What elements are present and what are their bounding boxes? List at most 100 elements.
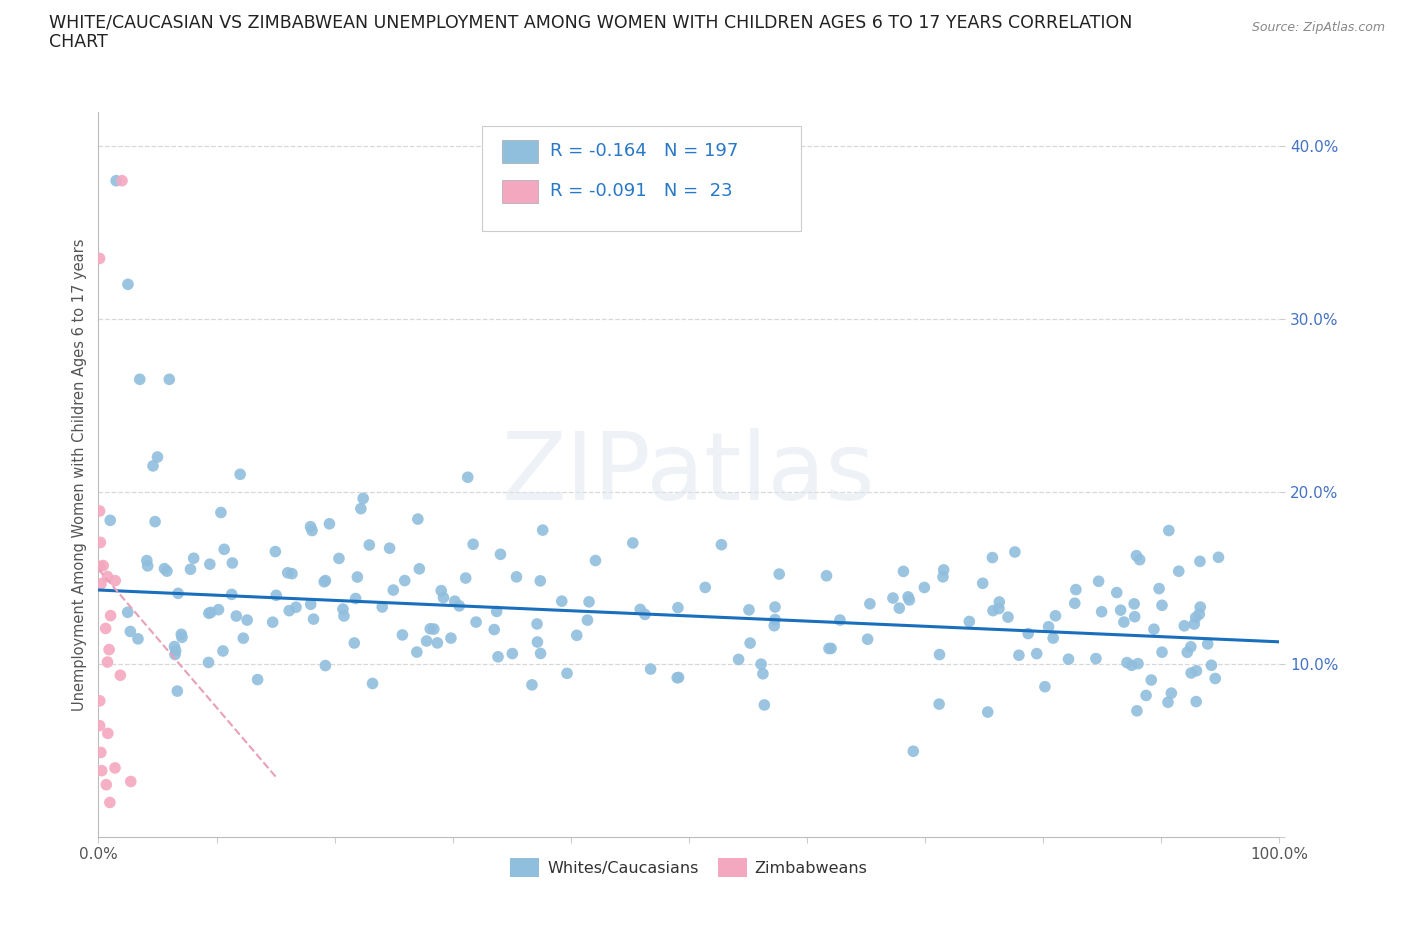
Point [89, 718, 111, 733]
Point [419, 621, 441, 636]
Point [1087, 574, 1109, 589]
Point [977, 705, 1000, 720]
Point [889, 601, 911, 616]
Point [1188, 606, 1211, 621]
Point [1208, 550, 1230, 565]
Point [752, 666, 775, 681]
Point [763, 600, 786, 615]
Point [531, 523, 554, 538]
Point [128, 372, 150, 387]
Point [903, 744, 925, 759]
Point [343, 635, 366, 650]
Point [763, 612, 786, 627]
Point [90, 577, 112, 591]
Point [489, 547, 512, 562]
Point [1143, 622, 1166, 637]
Point [1188, 554, 1211, 569]
Point [1045, 608, 1067, 623]
Point [89, 535, 111, 550]
Text: ZIPatlas: ZIPatlas [502, 429, 876, 520]
Point [981, 604, 1004, 618]
Point [897, 590, 920, 604]
Point [89, 251, 111, 266]
Point [882, 591, 904, 605]
Point [430, 583, 453, 598]
Point [1025, 646, 1047, 661]
Point [146, 449, 169, 464]
Point [898, 592, 921, 607]
Point [350, 501, 373, 516]
Point [232, 631, 254, 645]
Point [212, 542, 235, 557]
Point [666, 671, 689, 685]
Point [1105, 585, 1128, 600]
Text: R = -0.091   N =  23: R = -0.091 N = 23 [550, 181, 733, 200]
Point [382, 582, 405, 597]
Point [278, 604, 301, 618]
Point [89, 559, 111, 574]
Point [167, 586, 190, 601]
Point [371, 600, 394, 615]
Point [1184, 610, 1206, 625]
Point [576, 613, 599, 628]
Point [170, 630, 193, 644]
Point [486, 649, 509, 664]
Text: WHITE/CAUCASIAN VS ZIMBABWEAN UNEMPLOYMENT AMONG WOMEN WITH CHILDREN AGES 6 TO 1: WHITE/CAUCASIAN VS ZIMBABWEAN UNEMPLOYME… [49, 14, 1133, 32]
Point [1116, 655, 1139, 670]
Point [314, 573, 336, 588]
Point [1182, 617, 1205, 631]
Point [1180, 666, 1202, 681]
Point [1063, 596, 1085, 611]
Point [408, 562, 430, 577]
Point [91, 558, 114, 573]
Point [333, 608, 356, 623]
Point [163, 647, 186, 662]
Point [520, 677, 543, 692]
Point [135, 553, 157, 568]
Point [96, 655, 118, 670]
Point [928, 647, 950, 662]
Point [96, 777, 118, 792]
Point [200, 604, 222, 619]
Point [763, 618, 786, 633]
Point [432, 591, 454, 605]
Point [344, 591, 367, 606]
Point [1150, 598, 1173, 613]
Point [285, 600, 308, 615]
Point [621, 536, 644, 551]
Point [165, 644, 187, 658]
Point [1038, 619, 1060, 634]
Point [1064, 582, 1087, 597]
Point [501, 646, 523, 661]
Point [1135, 688, 1157, 703]
Point [98, 513, 121, 528]
Legend: Whites/Caucasians, Zimbabweans: Whites/Caucasians, Zimbabweans [505, 851, 873, 884]
Point [957, 614, 980, 629]
Point [1123, 596, 1146, 611]
Point [585, 553, 607, 568]
Point [987, 601, 1010, 616]
Point [484, 622, 506, 637]
Point [526, 617, 548, 631]
Point [198, 557, 221, 572]
Point [443, 593, 465, 608]
Point [179, 562, 201, 577]
Point [359, 538, 381, 552]
Point [104, 761, 127, 776]
Point [578, 594, 600, 609]
Point [264, 588, 287, 603]
Point [89, 503, 111, 518]
Point [1204, 671, 1226, 686]
Point [485, 604, 508, 618]
Point [738, 603, 761, 618]
Point [1109, 603, 1132, 618]
Point [117, 604, 139, 619]
Point [361, 676, 384, 691]
Point [634, 607, 657, 622]
Point [394, 573, 416, 588]
Point [423, 621, 446, 636]
Point [565, 628, 588, 643]
Point [98, 795, 121, 810]
Point [972, 576, 994, 591]
Point [695, 580, 717, 595]
